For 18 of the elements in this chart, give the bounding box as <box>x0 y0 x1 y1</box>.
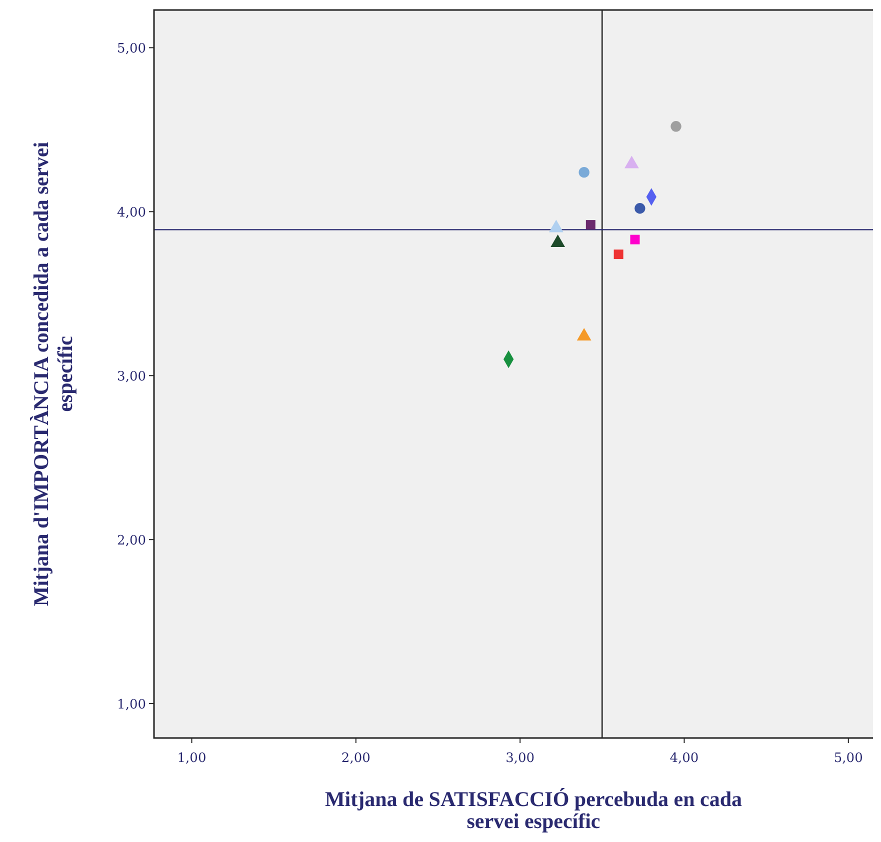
x-tick-label: 1,00 <box>177 751 206 766</box>
point <box>614 250 624 260</box>
y-tick-label: 2,00 <box>117 534 146 549</box>
x-tick-label: 3,00 <box>506 751 535 766</box>
y-tick-label: 1,00 <box>117 698 146 713</box>
y-tick-label: 5,00 <box>117 42 146 57</box>
point <box>670 121 682 132</box>
x-axis-title: Mitjana de SATISFACCIÓ percebuda en cada servei específic <box>324 787 743 833</box>
x-tick-label: 4,00 <box>670 751 699 766</box>
point <box>586 220 596 230</box>
point <box>634 203 646 214</box>
y-tick-label: 3,00 <box>117 370 146 385</box>
point <box>578 166 590 178</box>
point <box>630 234 640 244</box>
y-axis-title: Mitjana d'IMPORTÀNCIA concedida a cada servei específic <box>29 142 77 606</box>
x-tick-label: 5,00 <box>834 751 863 766</box>
x-tick-label: 2,00 <box>341 751 370 766</box>
y-tick-label: 4,00 <box>117 206 146 221</box>
